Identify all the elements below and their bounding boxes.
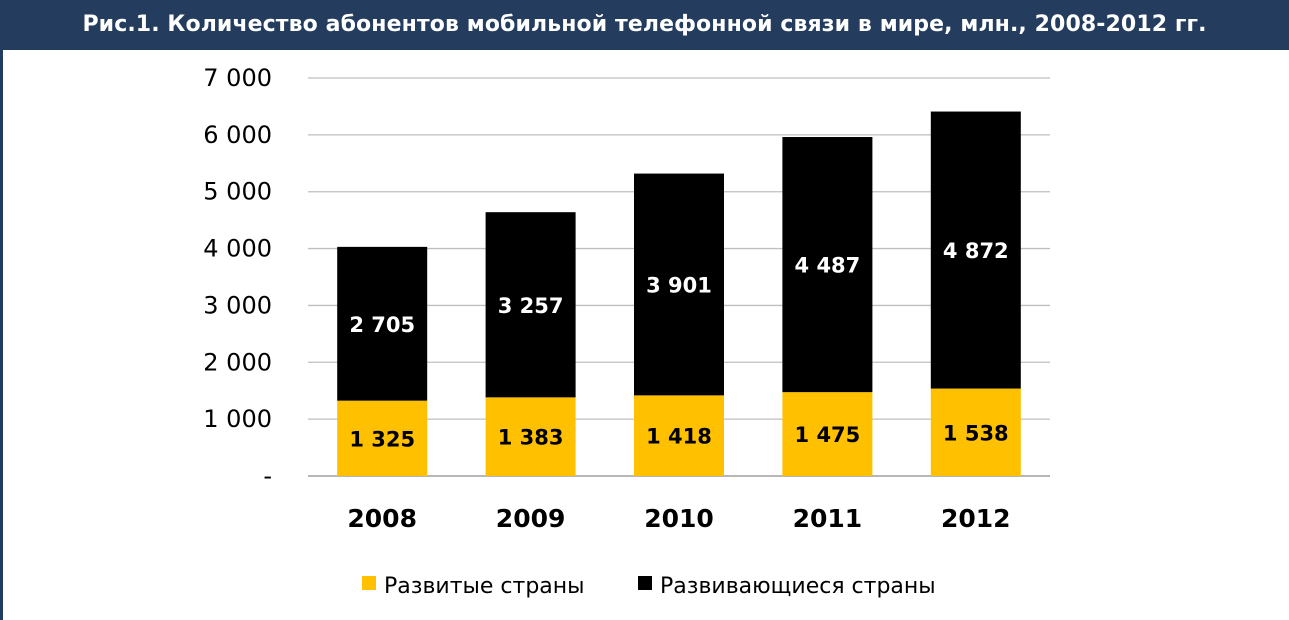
x-category-label: 2009 <box>496 504 566 533</box>
y-tick-label: 6 000 <box>203 121 272 149</box>
data-label: 1 538 <box>943 421 1009 445</box>
y-tick-label: 3 000 <box>203 291 272 319</box>
y-tick-label: 1 000 <box>203 405 272 433</box>
bar-segment <box>337 246 428 401</box>
bar-segment <box>337 400 428 476</box>
x-category-label: 2008 <box>347 504 417 533</box>
data-label: 1 325 <box>349 427 415 451</box>
x-category-label: 2010 <box>644 504 714 533</box>
data-label: 1 475 <box>795 423 861 447</box>
bars <box>337 111 1021 476</box>
data-label: 3 901 <box>646 273 712 297</box>
legend: Развитые страны Развивающиеся страны <box>362 574 936 599</box>
data-label: 2 705 <box>349 313 415 337</box>
data-label: 1 418 <box>646 425 712 449</box>
legend-label: Развитые страны <box>384 574 585 599</box>
x-axis-categories: 2008 2009 2010 2011 2012 <box>347 504 1010 533</box>
bar-segment <box>485 397 576 476</box>
x-category-label: 2011 <box>793 504 863 533</box>
data-label: 1 383 <box>498 426 564 450</box>
x-category-label: 2012 <box>941 504 1011 533</box>
bar-segment <box>634 173 724 396</box>
data-label: 4 487 <box>795 254 861 278</box>
y-axis-ticks: - 1 000 2 000 3 000 4 000 5 000 6 000 7 000 <box>203 64 272 490</box>
legend-swatch <box>362 576 376 590</box>
bar-segment <box>782 392 873 476</box>
data-label: 4 872 <box>943 239 1009 263</box>
data-label: 3 257 <box>498 294 564 318</box>
y-tick-label: 2 000 <box>203 348 272 376</box>
bar-segment <box>634 395 724 476</box>
bar-segment <box>930 388 1021 476</box>
y-tick-label: - <box>263 462 272 490</box>
chart-title: Рис.1. Количество абонентов мобильной те… <box>0 0 1289 50</box>
left-border <box>0 50 3 620</box>
bar-segment <box>930 111 1021 389</box>
y-tick-label: 7 000 <box>203 64 272 92</box>
legend-label: Развивающиеся страны <box>660 574 936 599</box>
legend-swatch <box>638 576 652 590</box>
bar-segment <box>782 137 873 393</box>
bar-segment <box>485 212 576 398</box>
data-labels: 1 325 2 705 1 383 3 257 1 418 3 901 1 475 4 487… <box>349 239 1008 451</box>
y-tick-label: 5 000 <box>203 178 272 206</box>
y-tick-label: 4 000 <box>203 235 272 263</box>
